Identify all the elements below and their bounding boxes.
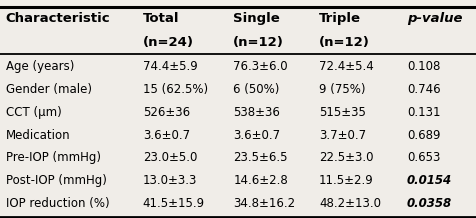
Text: 22.5±3.0: 22.5±3.0 xyxy=(319,152,373,164)
Text: 34.8±16.2: 34.8±16.2 xyxy=(233,197,296,210)
Text: 0.689: 0.689 xyxy=(407,129,440,141)
Text: 48.2±13.0: 48.2±13.0 xyxy=(319,197,381,210)
Text: 14.6±2.8: 14.6±2.8 xyxy=(233,174,288,187)
Text: 11.5±2.9: 11.5±2.9 xyxy=(319,174,374,187)
Text: (n=24): (n=24) xyxy=(143,36,194,49)
Text: Single: Single xyxy=(233,12,280,25)
Text: 526±36: 526±36 xyxy=(143,106,190,119)
Text: 72.4±5.4: 72.4±5.4 xyxy=(319,60,374,73)
Text: 0.108: 0.108 xyxy=(407,60,440,73)
Text: 76.3±6.0: 76.3±6.0 xyxy=(233,60,288,73)
Text: Gender (male): Gender (male) xyxy=(6,83,92,96)
Text: Medication: Medication xyxy=(6,129,70,141)
Text: 3.6±0.7: 3.6±0.7 xyxy=(143,129,190,141)
Text: 0.653: 0.653 xyxy=(407,152,440,164)
Text: Characteristic: Characteristic xyxy=(6,12,110,25)
Text: CCT (μm): CCT (μm) xyxy=(6,106,61,119)
Text: 23.0±5.0: 23.0±5.0 xyxy=(143,152,197,164)
Text: Pre-IOP (mmHg): Pre-IOP (mmHg) xyxy=(6,152,101,164)
Text: 0.131: 0.131 xyxy=(407,106,440,119)
Text: 0.746: 0.746 xyxy=(407,83,441,96)
Text: Triple: Triple xyxy=(319,12,361,25)
Text: 6 (50%): 6 (50%) xyxy=(233,83,279,96)
Text: Post-IOP (mmHg): Post-IOP (mmHg) xyxy=(6,174,107,187)
Text: 3.6±0.7: 3.6±0.7 xyxy=(233,129,280,141)
Text: Age (years): Age (years) xyxy=(6,60,74,73)
Text: 9 (75%): 9 (75%) xyxy=(319,83,366,96)
Text: 0.0154: 0.0154 xyxy=(407,174,452,187)
Text: 538±36: 538±36 xyxy=(233,106,280,119)
Text: p-value: p-value xyxy=(407,12,463,25)
Text: (n=12): (n=12) xyxy=(319,36,370,49)
Text: Total: Total xyxy=(143,12,179,25)
Text: 515±35: 515±35 xyxy=(319,106,366,119)
Text: 23.5±6.5: 23.5±6.5 xyxy=(233,152,288,164)
Text: 74.4±5.9: 74.4±5.9 xyxy=(143,60,198,73)
Text: 0.0358: 0.0358 xyxy=(407,197,452,210)
Text: 15 (62.5%): 15 (62.5%) xyxy=(143,83,208,96)
Text: IOP reduction (%): IOP reduction (%) xyxy=(6,197,109,210)
Text: 3.7±0.7: 3.7±0.7 xyxy=(319,129,366,141)
Text: 41.5±15.9: 41.5±15.9 xyxy=(143,197,205,210)
Text: (n=12): (n=12) xyxy=(233,36,284,49)
Text: 13.0±3.3: 13.0±3.3 xyxy=(143,174,197,187)
